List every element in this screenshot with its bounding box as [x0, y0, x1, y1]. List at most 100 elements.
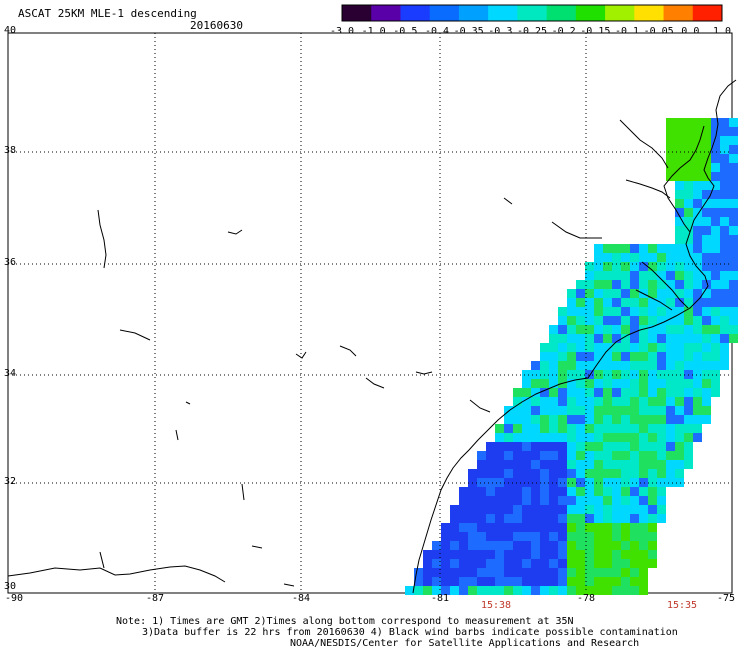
swath-cell — [585, 316, 594, 325]
swath-cell — [423, 559, 432, 568]
swath-cell — [621, 343, 630, 352]
swath-cell — [648, 253, 657, 262]
swath-cell — [666, 370, 675, 379]
swath-cell — [684, 424, 693, 433]
swath-cell — [504, 469, 513, 478]
swath-cell — [495, 469, 504, 478]
swath-cell — [522, 433, 531, 442]
swath-cell — [576, 280, 585, 289]
swath-cell — [603, 253, 612, 262]
lon-label: -84 — [291, 593, 311, 604]
swath-cell — [648, 388, 657, 397]
swath-cell — [558, 577, 567, 586]
swath-cell — [666, 280, 675, 289]
swath-cell — [684, 397, 693, 406]
swath-cell — [711, 190, 720, 199]
swath-cell — [657, 388, 666, 397]
swath-cell — [648, 307, 657, 316]
swath-cell — [486, 469, 495, 478]
swath-cell — [711, 136, 720, 145]
swath-cell — [630, 424, 639, 433]
swath-cell — [486, 505, 495, 514]
swath-cell — [459, 523, 468, 532]
swath-cell — [729, 280, 738, 289]
swath-cell — [639, 433, 648, 442]
swath-cell — [594, 478, 603, 487]
swath-cell — [594, 307, 603, 316]
swath-cell — [576, 523, 585, 532]
swath-cell — [495, 433, 504, 442]
swath-cell — [567, 343, 576, 352]
colorbar-swatch — [488, 5, 518, 21]
swath-cell — [522, 397, 531, 406]
swath-cell — [666, 163, 675, 172]
swath-cell — [603, 343, 612, 352]
swath-cell — [576, 433, 585, 442]
swath-cell — [585, 424, 594, 433]
swath-cell — [594, 397, 603, 406]
swath-cell — [684, 271, 693, 280]
swath-cell — [702, 217, 711, 226]
swath-cell — [540, 550, 549, 559]
swath-cell — [432, 586, 441, 595]
swath-cell — [693, 352, 702, 361]
swath-cell — [630, 307, 639, 316]
swath-cell — [513, 433, 522, 442]
swath-cell — [459, 514, 468, 523]
swath-cell — [531, 424, 540, 433]
swath-cell — [540, 496, 549, 505]
ascat-swath — [405, 118, 738, 595]
swath-cell — [567, 586, 576, 595]
swath-cell — [603, 388, 612, 397]
swath-cell — [567, 523, 576, 532]
swath-cell — [603, 325, 612, 334]
swath-cell — [495, 487, 504, 496]
swath-cell — [675, 424, 684, 433]
swath-cell — [675, 253, 684, 262]
swath-cell — [684, 307, 693, 316]
swath-cell — [495, 424, 504, 433]
swath-cell — [549, 433, 558, 442]
swath-cell — [693, 433, 702, 442]
swath-cell — [531, 523, 540, 532]
swath-cell — [468, 550, 477, 559]
swath-cell — [639, 280, 648, 289]
swath-cell — [504, 577, 513, 586]
swath-cell — [693, 298, 702, 307]
swath-cell — [729, 172, 738, 181]
swath-cell — [522, 442, 531, 451]
swath-cell — [612, 343, 621, 352]
swath-cell — [585, 262, 594, 271]
swath-cell — [567, 334, 576, 343]
swath-cell — [729, 271, 738, 280]
swath-cell — [558, 469, 567, 478]
swath-cell — [585, 307, 594, 316]
swath-cell — [540, 577, 549, 586]
swath-cell — [711, 388, 720, 397]
swath-cell — [702, 307, 711, 316]
swath-cell — [585, 442, 594, 451]
swath-cell — [621, 280, 630, 289]
swath-cell — [585, 397, 594, 406]
swath-cell — [522, 496, 531, 505]
swath-cell — [711, 181, 720, 190]
swath-cell — [603, 271, 612, 280]
swath-cell — [621, 289, 630, 298]
swath-cell — [693, 226, 702, 235]
swath-cell — [585, 352, 594, 361]
swath-cell — [522, 451, 531, 460]
swath-cell — [504, 586, 513, 595]
colorbar-swatch — [605, 5, 635, 21]
swath-cell — [711, 334, 720, 343]
swath-cell — [657, 451, 666, 460]
swath-cell — [720, 280, 729, 289]
swath-cell — [675, 370, 684, 379]
colorbar-label: -0.1 — [614, 26, 640, 37]
swath-cell — [549, 532, 558, 541]
pass-time: 15:38 — [480, 600, 512, 611]
swath-cell — [594, 262, 603, 271]
swath-cell — [594, 541, 603, 550]
swath-cell — [585, 343, 594, 352]
swath-cell — [684, 244, 693, 253]
swath-cell — [720, 325, 729, 334]
